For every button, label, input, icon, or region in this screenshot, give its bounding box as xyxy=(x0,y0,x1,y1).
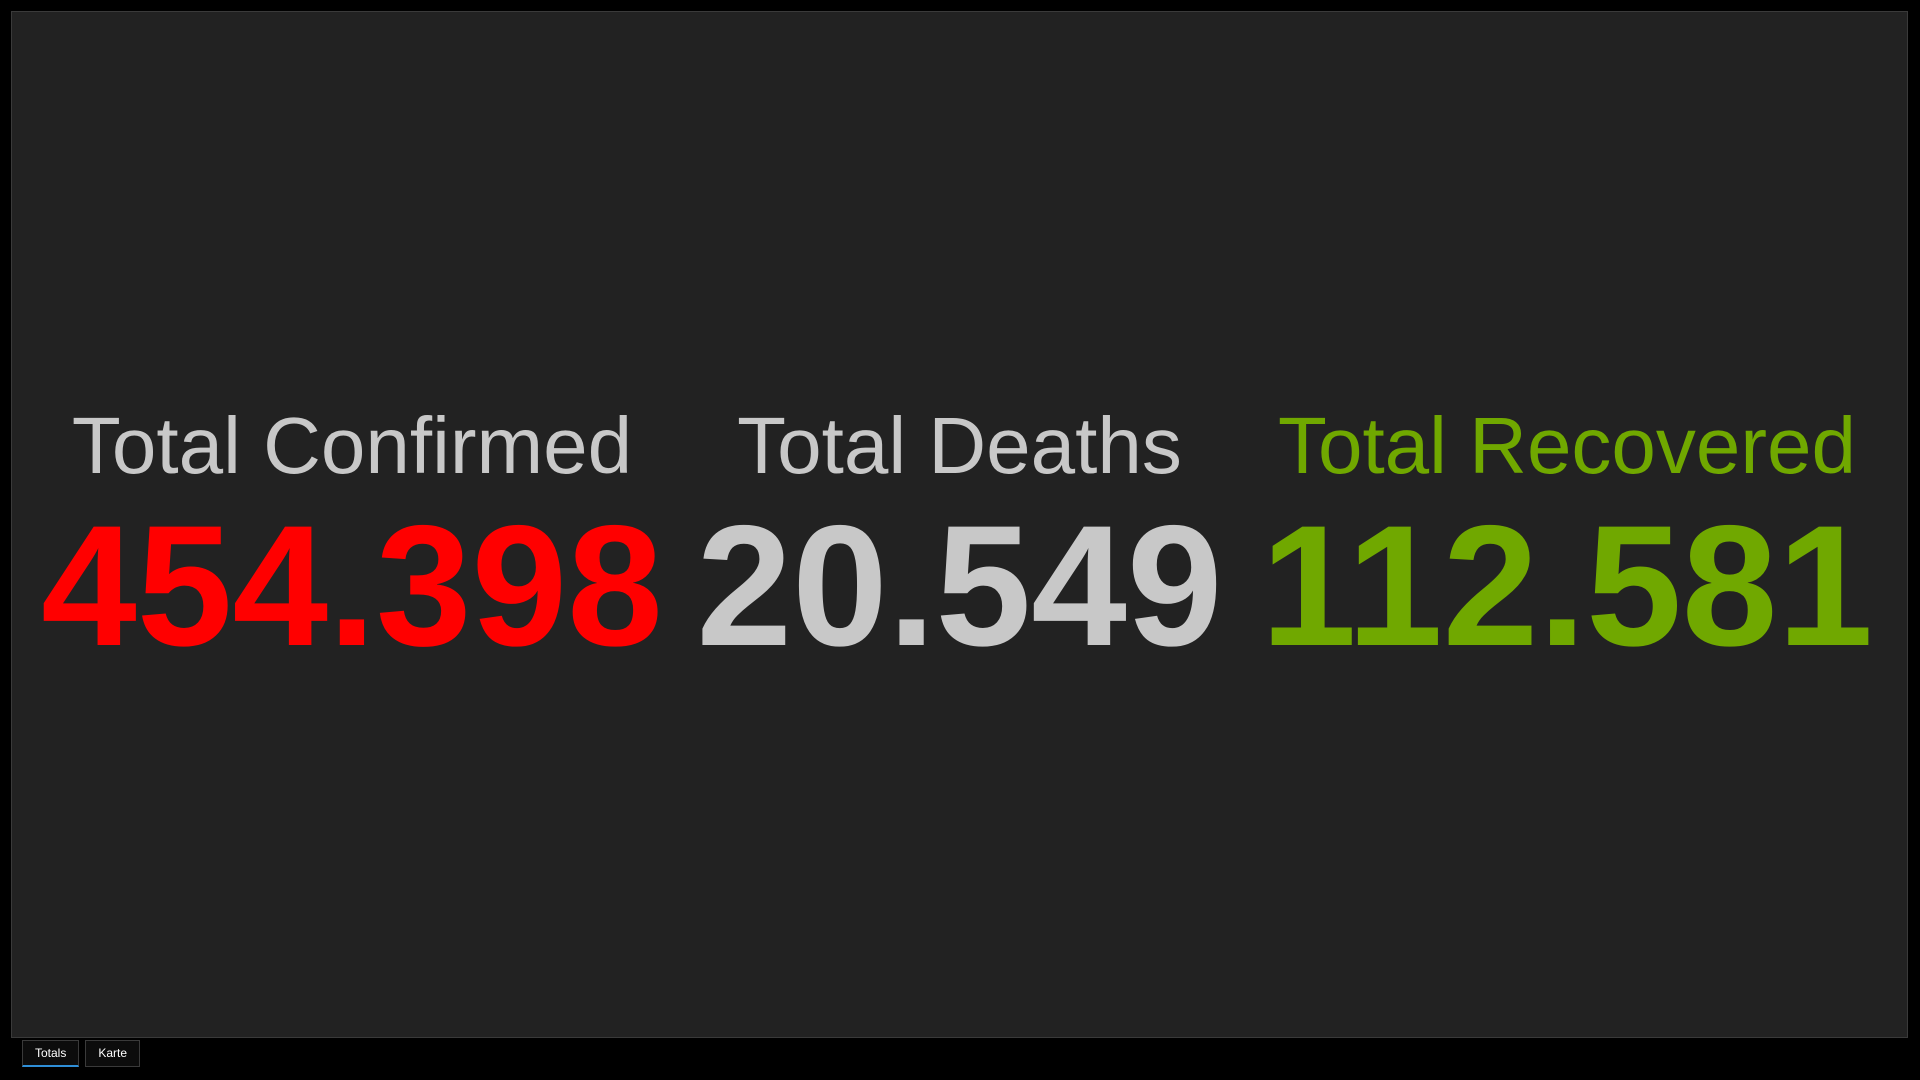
stat-total-confirmed: Total Confirmed 454.398 xyxy=(41,400,663,676)
stat-label-recovered: Total Recovered xyxy=(1277,401,1857,490)
stat-value-confirmed: 454.398 xyxy=(41,490,663,682)
tab-karte[interactable]: Karte xyxy=(85,1040,141,1067)
stat-total-recovered: Total Recovered 112.581 xyxy=(1261,400,1873,676)
tab-bar: Totals Karte xyxy=(22,1040,141,1067)
tab-totals[interactable]: Totals xyxy=(22,1040,80,1067)
stat-value-deaths: 20.549 xyxy=(696,490,1223,682)
stat-value-recovered: 112.581 xyxy=(1260,490,1874,682)
stat-label-deaths: Total Deaths xyxy=(737,401,1182,490)
dashboard-panel: Total Confirmed 454.398 Total Deaths 20.… xyxy=(11,11,1908,1038)
totals-row: Total Confirmed 454.398 Total Deaths 20.… xyxy=(12,400,1907,676)
stat-total-deaths: Total Deaths 20.549 xyxy=(660,400,1260,676)
stat-label-confirmed: Total Confirmed xyxy=(71,401,633,490)
